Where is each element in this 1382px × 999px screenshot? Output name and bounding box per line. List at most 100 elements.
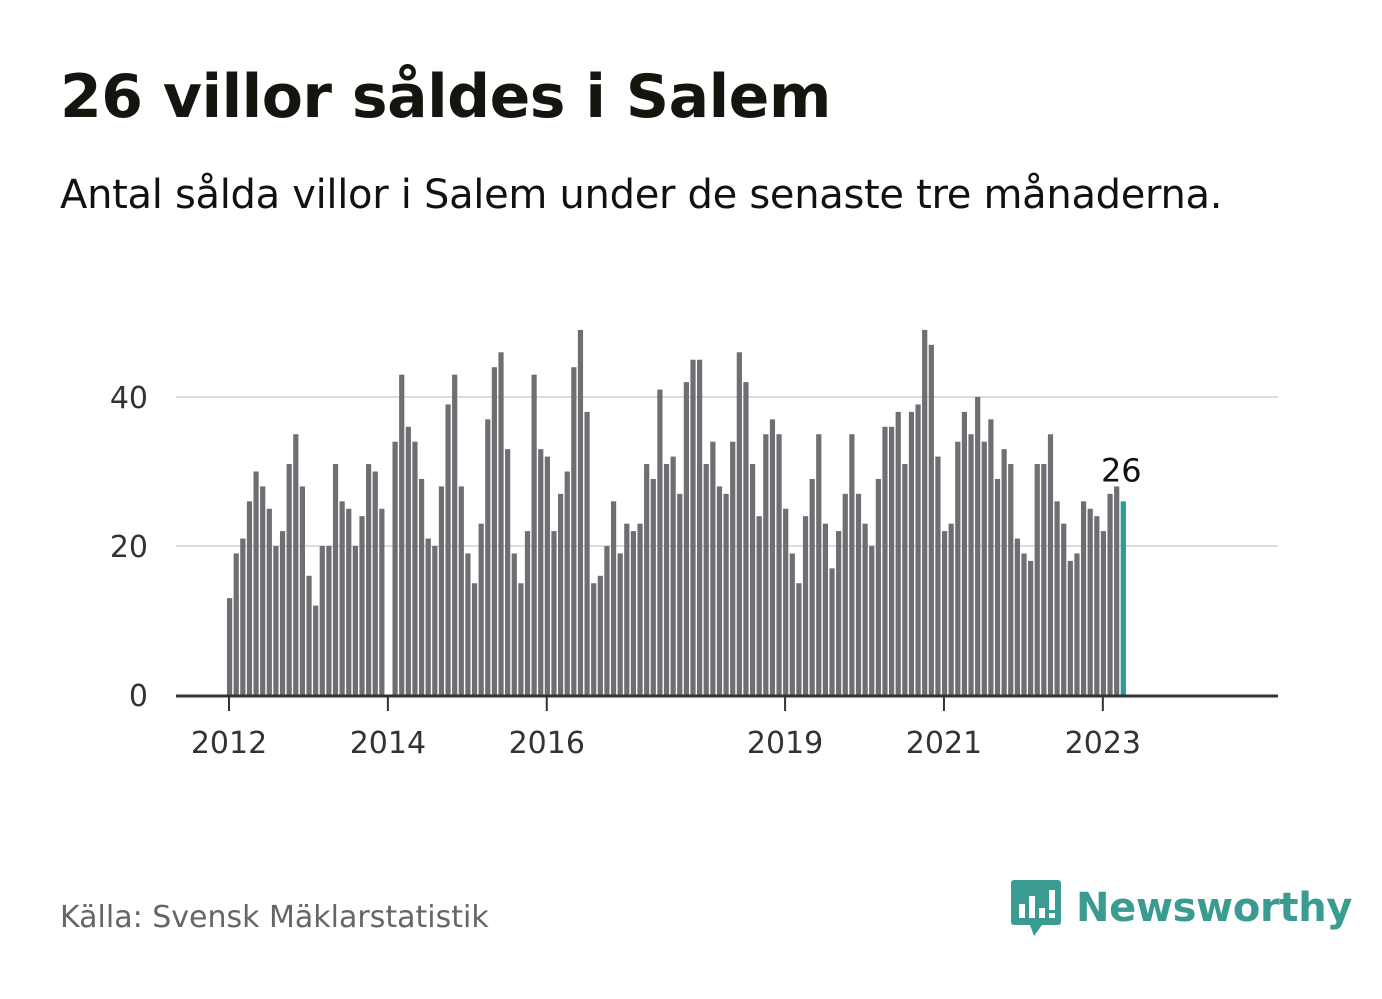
bar (564, 471, 570, 695)
bar (1041, 464, 1047, 695)
bar (677, 493, 683, 695)
x-axis (176, 694, 1278, 711)
bar (1087, 508, 1093, 695)
bar (273, 546, 279, 695)
bar (445, 404, 451, 695)
bar (948, 523, 954, 695)
bar (736, 352, 742, 695)
bar (637, 523, 643, 695)
bar (882, 426, 888, 695)
bar (849, 434, 855, 695)
bar (617, 553, 623, 695)
bar (703, 464, 709, 695)
bar (425, 538, 431, 695)
bar (941, 531, 948, 695)
x-tick-label: 2014 (350, 726, 426, 761)
bar (1014, 538, 1020, 695)
bar (418, 478, 425, 695)
bar-chart-speech-bubble-icon (1011, 880, 1061, 936)
bar (577, 329, 584, 695)
bar (339, 501, 345, 695)
bar (1107, 493, 1113, 695)
bar (663, 464, 670, 695)
bar (981, 441, 987, 695)
bar (505, 449, 511, 695)
y-tick-label: 0 (129, 679, 148, 714)
bar (518, 583, 524, 695)
bar (624, 523, 630, 695)
bar (379, 508, 385, 695)
bar (1001, 449, 1007, 695)
bar (809, 478, 815, 695)
bar (935, 456, 941, 695)
bar (359, 516, 365, 695)
bar (657, 389, 663, 695)
bar (743, 382, 749, 695)
bar (558, 493, 564, 695)
bar (1100, 531, 1107, 695)
bar (650, 478, 656, 695)
bar (928, 344, 934, 695)
bar (604, 546, 610, 695)
bar (399, 374, 405, 695)
bar (670, 456, 676, 695)
bar (412, 441, 418, 695)
bar (233, 553, 239, 695)
bar (769, 419, 776, 695)
bar (842, 493, 848, 695)
bar (432, 546, 438, 695)
bar (306, 575, 312, 695)
x-tick-label: 2012 (191, 726, 267, 761)
bar (326, 546, 332, 695)
bar (352, 546, 358, 695)
bar (253, 471, 259, 695)
bar (862, 523, 868, 695)
bar (313, 605, 319, 695)
bar (875, 478, 881, 695)
bar (730, 441, 736, 695)
bar (630, 531, 637, 695)
bar (332, 464, 339, 695)
bar (610, 501, 617, 695)
bar (749, 464, 756, 695)
bars (227, 329, 1126, 695)
bar (544, 456, 550, 695)
bar (822, 523, 828, 695)
bar (836, 531, 842, 695)
bar (796, 583, 802, 695)
bar (968, 434, 974, 695)
bar (346, 508, 352, 695)
x-tick-label: 2019 (747, 726, 823, 761)
bar (855, 493, 862, 695)
bar (683, 382, 689, 695)
bar (438, 486, 445, 695)
bar (756, 516, 762, 695)
bar (994, 478, 1001, 695)
y-tick-label: 40 (110, 381, 148, 416)
bar (266, 508, 272, 695)
bar (716, 486, 723, 695)
bar (776, 434, 782, 695)
y-axis-labels: 0 20 40 (110, 381, 148, 714)
annotations: 26 (1101, 451, 1142, 489)
bar (895, 411, 901, 695)
bar (816, 434, 822, 695)
bar (902, 464, 908, 695)
newsworthy-logo[interactable]: Newsworthy (1010, 878, 1353, 938)
bar (889, 426, 895, 695)
bar (279, 531, 286, 695)
bar (571, 367, 577, 695)
bar (524, 531, 531, 695)
bar (988, 419, 994, 695)
logo-text: Newsworthy (1076, 885, 1353, 931)
bar (538, 449, 544, 695)
bar (789, 553, 795, 695)
bar (644, 464, 650, 695)
bar (498, 352, 504, 695)
bar (1008, 464, 1014, 695)
bar (240, 538, 246, 695)
bar (697, 359, 703, 695)
bar (531, 374, 537, 695)
bar (511, 553, 517, 695)
bar (1094, 516, 1100, 695)
